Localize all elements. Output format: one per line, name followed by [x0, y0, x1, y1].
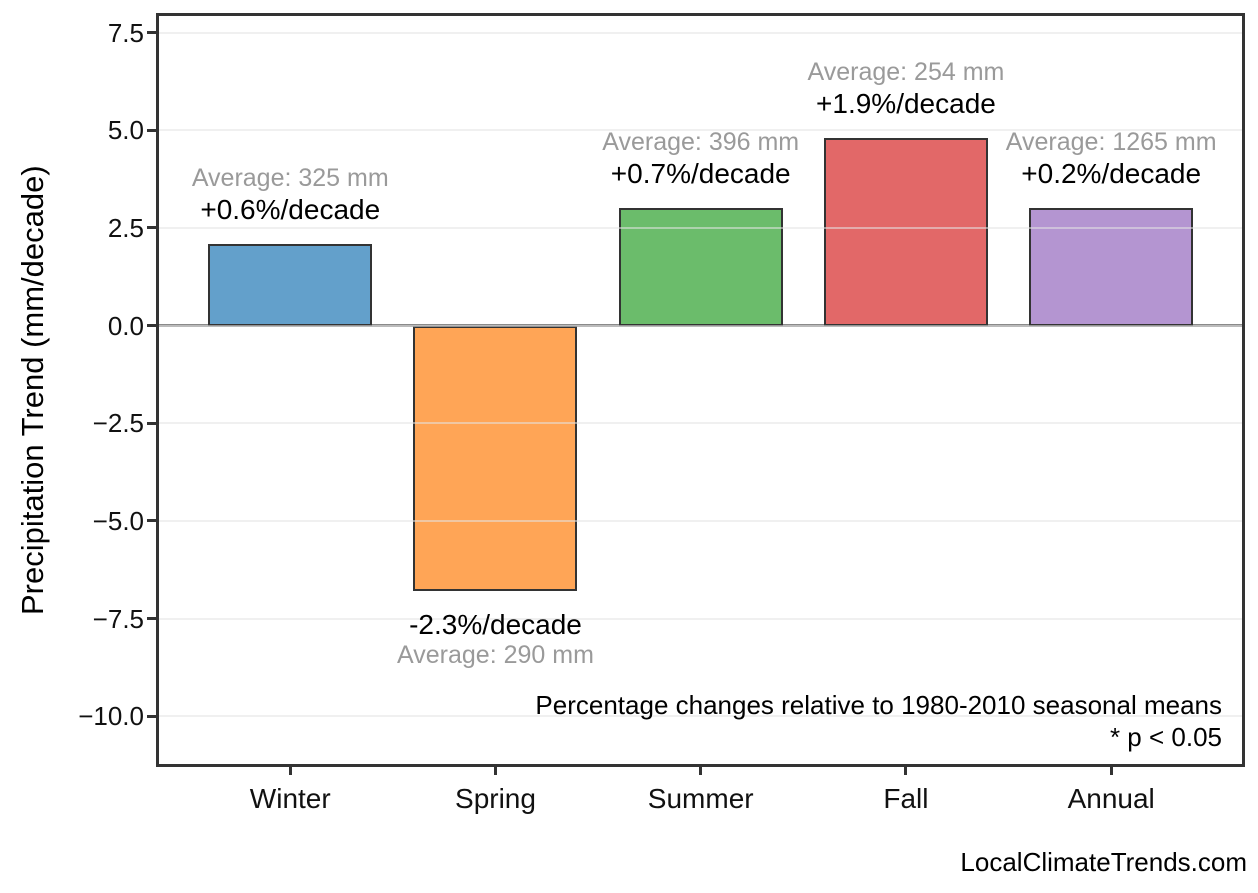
y-tick-mark: [147, 128, 158, 132]
bar-winter: [208, 243, 373, 326]
gridline: [158, 129, 1243, 132]
y-tick-mark: [147, 324, 158, 328]
y-tick-mark: [147, 226, 158, 230]
trend-label: +1.9%/decade: [816, 88, 996, 120]
average-label: Average: 1265 mm: [1005, 128, 1217, 157]
y-tick-label: 7.5: [107, 17, 144, 48]
trend-label: +0.2%/decade: [1021, 158, 1202, 190]
y-tick-label: −10.0: [78, 701, 144, 732]
gridline: [158, 324, 1243, 327]
x-tick-label: Summer: [647, 783, 754, 814]
y-tick-label: −5.0: [92, 505, 144, 536]
average-label: Average: 396 mm: [602, 128, 800, 157]
note-relative-means: Percentage changes relative to 1980-2010…: [535, 690, 1222, 720]
gridline: [158, 715, 1243, 718]
y-tick-label: −2.5: [92, 408, 144, 439]
y-tick-label: 2.5: [107, 212, 144, 243]
y-tick-label: 0.0: [107, 310, 144, 341]
gridline: [158, 422, 1243, 425]
note-significance: * p < 0.05: [1109, 722, 1222, 752]
x-tick-mark: [288, 765, 292, 775]
bar-spring: [413, 325, 578, 592]
y-tick-mark: [147, 617, 158, 621]
y-tick-mark: [147, 421, 158, 425]
x-tick-label: Spring: [455, 783, 536, 814]
average-label: Average: 254 mm: [807, 58, 1005, 87]
gridline: [158, 617, 1243, 620]
x-tick-mark: [699, 765, 703, 775]
average-label: Average: 290 mm: [397, 641, 594, 670]
y-tick-label: 5.0: [107, 115, 144, 146]
y-axis-title: Precipitation Trend (mm/decade): [15, 165, 50, 615]
x-tick-label: Annual: [1067, 783, 1155, 814]
gridline: [158, 519, 1243, 522]
x-tick-mark: [904, 765, 908, 775]
y-tick-mark: [147, 31, 158, 35]
x-tick-mark: [1109, 765, 1113, 775]
footer-site-name: LocalClimateTrends.com: [960, 847, 1247, 877]
average-label: Average: 325 mm: [191, 163, 389, 192]
y-tick-label: −7.5: [92, 603, 144, 634]
x-tick-label: Winter: [249, 783, 331, 814]
gridline: [158, 226, 1243, 229]
gridline: [158, 31, 1243, 34]
y-tick-mark: [147, 714, 158, 718]
trend-label: +0.7%/decade: [610, 158, 791, 190]
trend-label: -2.3%/decade: [409, 609, 582, 641]
x-tick-mark: [493, 765, 497, 775]
x-tick-label: Fall: [883, 783, 929, 814]
y-tick-mark: [147, 519, 158, 523]
trend-label: +0.6%/decade: [200, 193, 381, 225]
